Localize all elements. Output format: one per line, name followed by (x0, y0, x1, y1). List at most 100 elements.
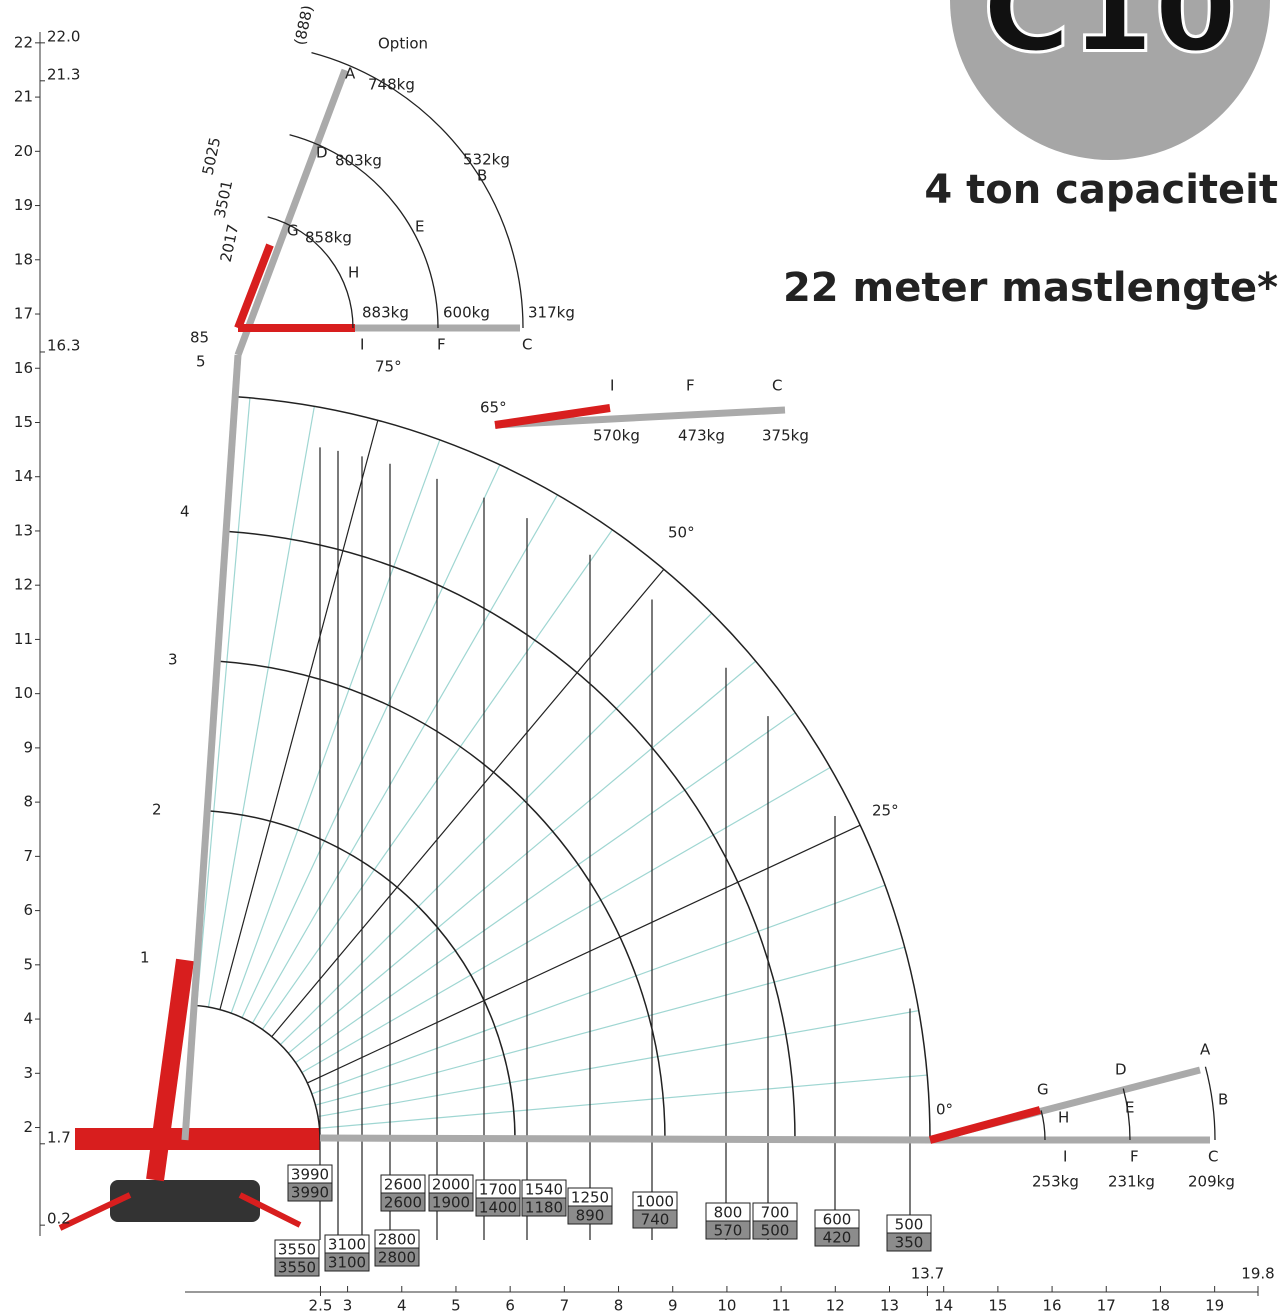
x-mark-label: 2.5 (309, 1297, 333, 1315)
annotation: 2017 (217, 223, 243, 264)
load-box (324, 1252, 370, 1272)
annotation: D (1115, 1061, 1127, 1079)
load-value: 740 (641, 1211, 670, 1229)
annotation: 25° (872, 802, 899, 820)
load-value: 3100 (328, 1254, 366, 1272)
y-tick-label: 3 (23, 1064, 33, 1082)
load-value: 500 (761, 1222, 790, 1240)
y-tick-label: 16 (14, 359, 33, 377)
annotation: 65° (480, 399, 507, 417)
annotation: G (287, 222, 299, 240)
annotation: I (1063, 1148, 1067, 1166)
y-tick-label: 14 (14, 467, 33, 485)
annotation: H (348, 264, 359, 282)
jib-arc (289, 134, 439, 329)
y-tick-label: 5 (23, 955, 33, 973)
radial (280, 612, 713, 1045)
y-tick-label: 20 (14, 142, 33, 160)
load-value: 2600 (384, 1176, 422, 1194)
load-value: 3550 (278, 1241, 316, 1259)
boom (494, 406, 786, 429)
annotation: F (1130, 1148, 1139, 1166)
jib-arc (1122, 1088, 1131, 1141)
y-tick-label: 11 (14, 630, 33, 648)
annotation: F (686, 377, 695, 395)
load-value: 1400 (479, 1199, 517, 1217)
y-tick-label: 2 (23, 1118, 33, 1136)
y-mark-label: 21.3 (47, 65, 80, 83)
y-tick-label: 17 (14, 305, 33, 323)
load-value: 3990 (291, 1184, 329, 1202)
radial (251, 494, 559, 1024)
annotation: 0° (936, 1101, 953, 1119)
x-tick-label: 15 (988, 1297, 1007, 1315)
load-box (428, 1192, 474, 1212)
annotation: 317kg (528, 304, 575, 322)
load-value: 600 (823, 1211, 852, 1229)
y-mark-label: 0.2 (47, 1210, 71, 1228)
load-box (567, 1205, 613, 1225)
load-value: 1000 (636, 1193, 674, 1211)
radial (301, 766, 831, 1074)
y-mark-label: 16.3 (47, 336, 80, 354)
load-value: 1900 (432, 1194, 470, 1212)
subheadline: 22 meter mastlengte* (783, 265, 1278, 311)
jib (928, 1106, 1042, 1144)
annotation: 803kg (335, 152, 382, 170)
jib-arc (311, 52, 524, 329)
load-box (374, 1247, 420, 1267)
radial (311, 884, 886, 1095)
y-tick-label: 15 (14, 413, 33, 431)
annotation: 570kg (593, 427, 640, 445)
radial (315, 946, 905, 1106)
range-diagram (181, 52, 1216, 1240)
x-mark-label: 19.8 (1241, 1265, 1274, 1283)
annotation: 50° (668, 524, 695, 542)
load-box (380, 1192, 426, 1212)
annotation: 209kg (1188, 1173, 1235, 1191)
load-box (814, 1227, 860, 1247)
annotation: C (772, 377, 782, 395)
load-value: 3550 (278, 1259, 316, 1277)
load-value: 2800 (378, 1231, 416, 1249)
annotation: C (1208, 1148, 1218, 1166)
load-value: 1250 (571, 1189, 609, 1207)
annotation: 748kg (368, 76, 415, 94)
load-box (274, 1257, 320, 1277)
x-tick-label: 12 (826, 1297, 845, 1315)
x-tick-label: 6 (505, 1297, 515, 1315)
load-box (632, 1209, 678, 1229)
jib-arc (1204, 1066, 1216, 1141)
annotation: 231kg (1108, 1173, 1155, 1191)
y-tick-label: 12 (14, 576, 33, 594)
annotation: A (1200, 1041, 1211, 1059)
annotation: A (345, 65, 356, 83)
load-value: 2000 (432, 1176, 470, 1194)
load-value: 570 (714, 1222, 743, 1240)
load-value: 700 (761, 1204, 790, 1222)
load-value: 1540 (525, 1181, 563, 1199)
annotation: I (610, 377, 614, 395)
y-tick-label: 18 (14, 250, 33, 268)
annotation: 858kg (305, 229, 352, 247)
load-value: 500 (895, 1216, 924, 1234)
x-tick-label: 19 (1205, 1297, 1224, 1315)
radial (317, 1010, 919, 1118)
x-tick-label: 10 (717, 1297, 736, 1315)
arc (208, 810, 516, 1141)
badge: C10 (982, 0, 1237, 80)
x-tick-label: 4 (397, 1297, 407, 1315)
crane-base (58, 958, 320, 1231)
load-box (886, 1232, 932, 1252)
radial (241, 464, 501, 1018)
x-mark-label: 13.7 (911, 1265, 944, 1283)
load-box (475, 1197, 521, 1217)
annotation: E (415, 218, 424, 236)
boom (319, 1134, 931, 1144)
load-value: 350 (895, 1234, 924, 1252)
annotation: I (360, 336, 364, 354)
y-tick-label: 19 (14, 196, 33, 214)
load-value: 2600 (384, 1194, 422, 1212)
radial (319, 1074, 928, 1129)
annotation: 600kg (443, 304, 490, 322)
